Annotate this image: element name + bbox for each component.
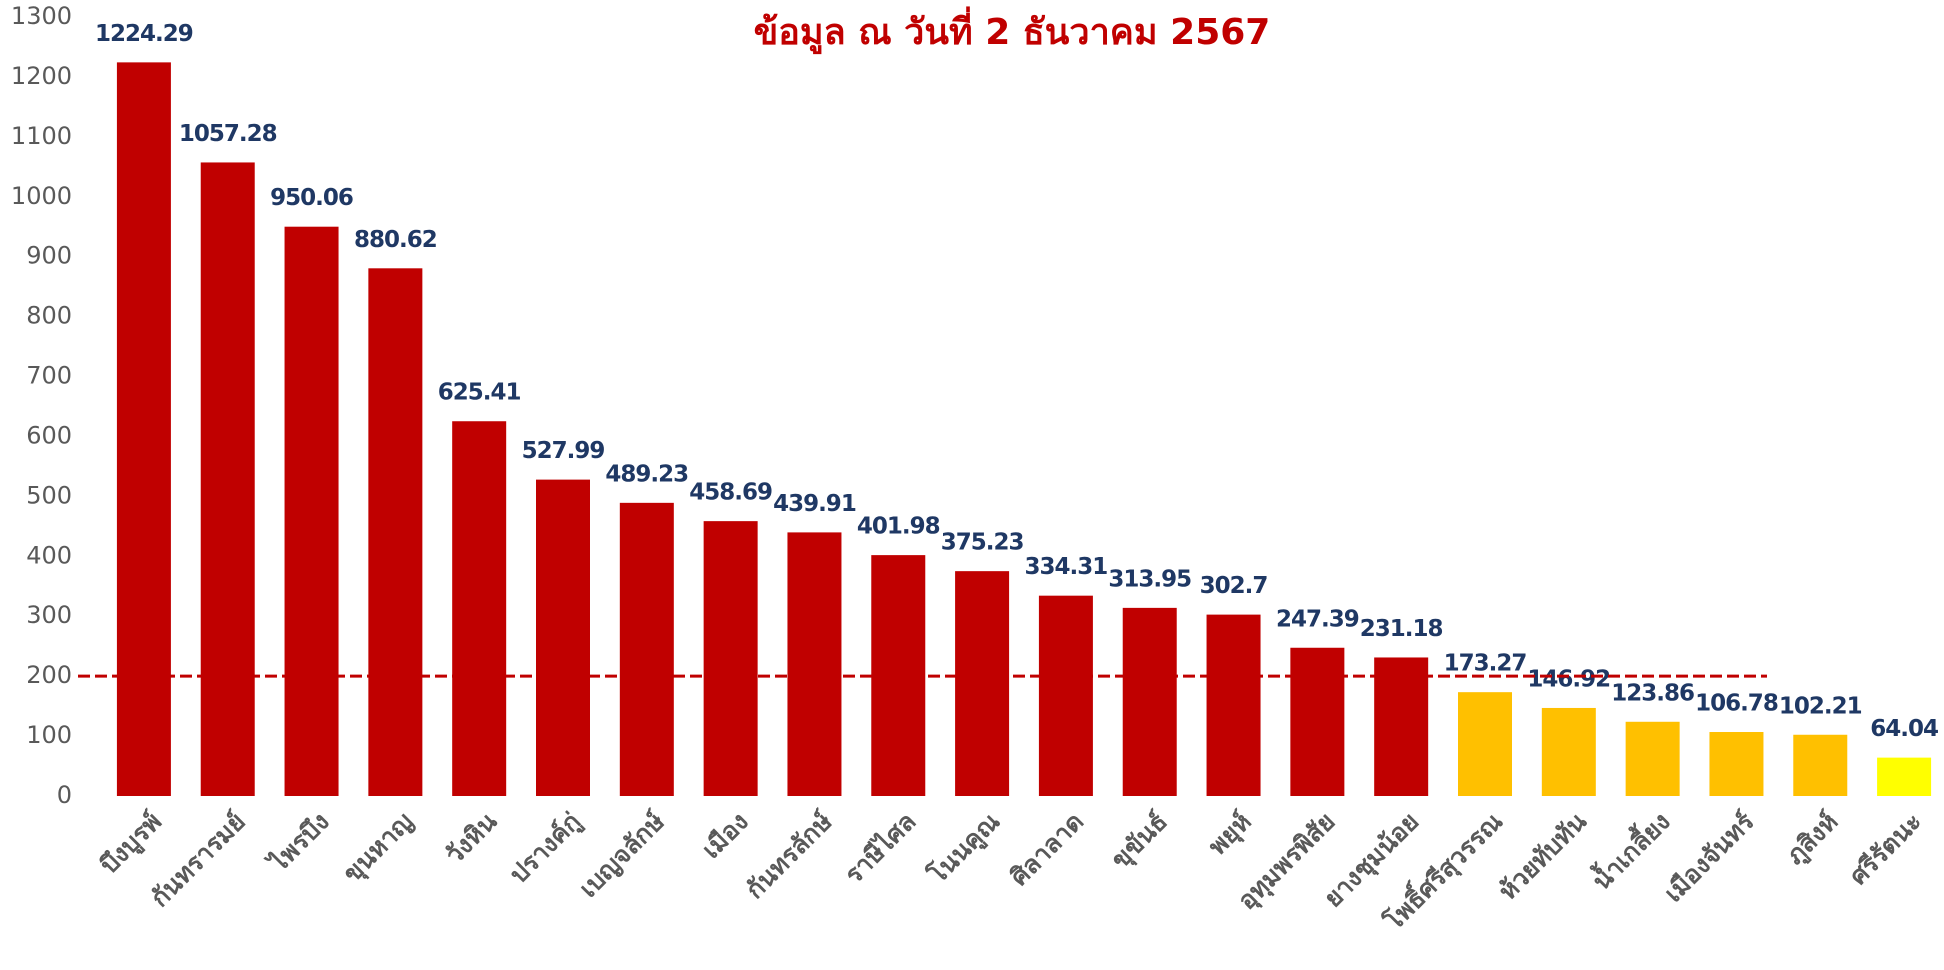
- value-label: 64.04: [1870, 716, 1938, 742]
- value-label: 489.23: [605, 461, 688, 487]
- bar: [703, 521, 758, 796]
- x-tick-label: ภูสิงห์: [1780, 807, 1845, 872]
- value-label: 625.41: [438, 380, 521, 406]
- x-tick-label: ปรางค์กู่: [504, 807, 588, 891]
- y-tick-label: 100: [26, 721, 72, 749]
- x-tick-label: ไพรบึง: [262, 806, 335, 879]
- value-label: 106.78: [1695, 691, 1778, 717]
- bar: [536, 479, 590, 796]
- chart-title: ข้อมูล ณ วันที่ 2 ธันวาคม 2567: [754, 6, 1271, 55]
- bar: [116, 62, 171, 797]
- value-label: 102.21: [1779, 693, 1862, 719]
- bar: [1206, 614, 1261, 796]
- bar: [1541, 707, 1596, 796]
- x-tick-label: เมืองจันทร์: [1659, 806, 1760, 907]
- bar: [200, 162, 255, 796]
- x-tick-label: น้ำเกลี้ยง: [1583, 803, 1676, 896]
- x-tick-label: กันทรลักษ์: [740, 806, 838, 904]
- value-label: 439.91: [773, 491, 856, 517]
- bar: [1709, 732, 1764, 796]
- y-tick-label: 500: [26, 481, 72, 509]
- bar: [1458, 692, 1512, 796]
- value-label: 231.18: [1360, 616, 1443, 642]
- x-tick-label: ราษีไศล: [838, 806, 921, 889]
- value-label: 146.92: [1527, 666, 1610, 692]
- y-tick-label: 0: [57, 781, 72, 809]
- value-label: 1057.28: [179, 121, 277, 147]
- y-tick-label: 700: [26, 362, 72, 390]
- value-label: 123.86: [1611, 680, 1694, 706]
- value-label: 173.27: [1444, 651, 1527, 677]
- x-tick-label: เมือง: [696, 807, 753, 864]
- y-tick-label: 1300: [11, 2, 72, 30]
- bar: [955, 571, 1010, 796]
- y-tick-label: 800: [26, 302, 72, 330]
- x-tick-label: บึงบูรพ์: [94, 807, 168, 881]
- y-tick-label: 1200: [11, 62, 72, 90]
- y-tick-label: 200: [26, 661, 72, 689]
- y-tick-label: 900: [26, 242, 72, 270]
- bar: [368, 268, 423, 796]
- bar: [1122, 607, 1177, 796]
- y-tick-label: 1100: [11, 122, 72, 150]
- y-tick-label: 600: [26, 421, 72, 449]
- x-tick-label: วังหิน: [440, 807, 503, 870]
- x-tick-label: โนนคูณ: [921, 806, 1006, 891]
- value-label: 458.69: [689, 480, 772, 506]
- value-label: 401.98: [857, 514, 940, 540]
- value-label: 950.06: [270, 185, 353, 211]
- y-tick-label: 300: [26, 601, 72, 629]
- bar: [452, 421, 507, 796]
- bar: [1290, 647, 1345, 796]
- x-tick-label: ขุนหาญ: [337, 807, 420, 890]
- bar: [1877, 757, 1932, 796]
- bar: [284, 226, 339, 796]
- x-tick-label: ศรีรัตนะ: [1844, 807, 1928, 891]
- y-tick-label: 400: [26, 541, 72, 569]
- bar: [787, 532, 842, 796]
- value-label: 334.31: [1025, 554, 1108, 580]
- x-tick-label: ขุขันธ์: [1105, 807, 1174, 876]
- value-label: 302.7: [1200, 573, 1268, 599]
- x-tick-label: ห้วยทับทัน: [1493, 807, 1592, 906]
- y-tick-label: 1000: [11, 182, 72, 210]
- bar: [619, 502, 674, 796]
- x-tick-label: เบญจลักษ์: [574, 806, 671, 903]
- value-label: 1224.29: [95, 21, 193, 47]
- value-label: 880.62: [354, 227, 437, 253]
- bar: [1374, 657, 1429, 796]
- value-label: 527.99: [522, 438, 605, 464]
- x-tick-label: ศิลาลาด: [1004, 807, 1089, 892]
- value-label: 247.39: [1276, 606, 1359, 632]
- value-label: 313.95: [1108, 566, 1191, 592]
- bar: [1625, 721, 1680, 796]
- x-tick-label: พยุห์: [1203, 807, 1259, 863]
- bar: [1038, 595, 1093, 796]
- bar: [1793, 734, 1848, 796]
- value-label: 375.23: [941, 530, 1024, 556]
